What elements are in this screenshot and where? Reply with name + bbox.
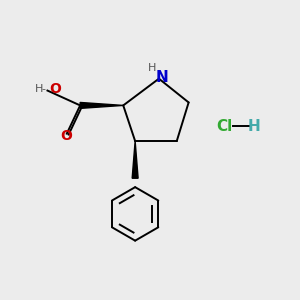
Text: H: H — [248, 119, 260, 134]
Text: H: H — [34, 84, 43, 94]
Polygon shape — [80, 102, 123, 108]
Text: Cl: Cl — [216, 119, 232, 134]
Text: -: - — [41, 84, 45, 94]
Text: O: O — [60, 129, 72, 143]
Polygon shape — [132, 141, 138, 178]
Text: H: H — [148, 63, 157, 73]
Text: N: N — [155, 70, 168, 85]
Text: O: O — [50, 82, 61, 96]
